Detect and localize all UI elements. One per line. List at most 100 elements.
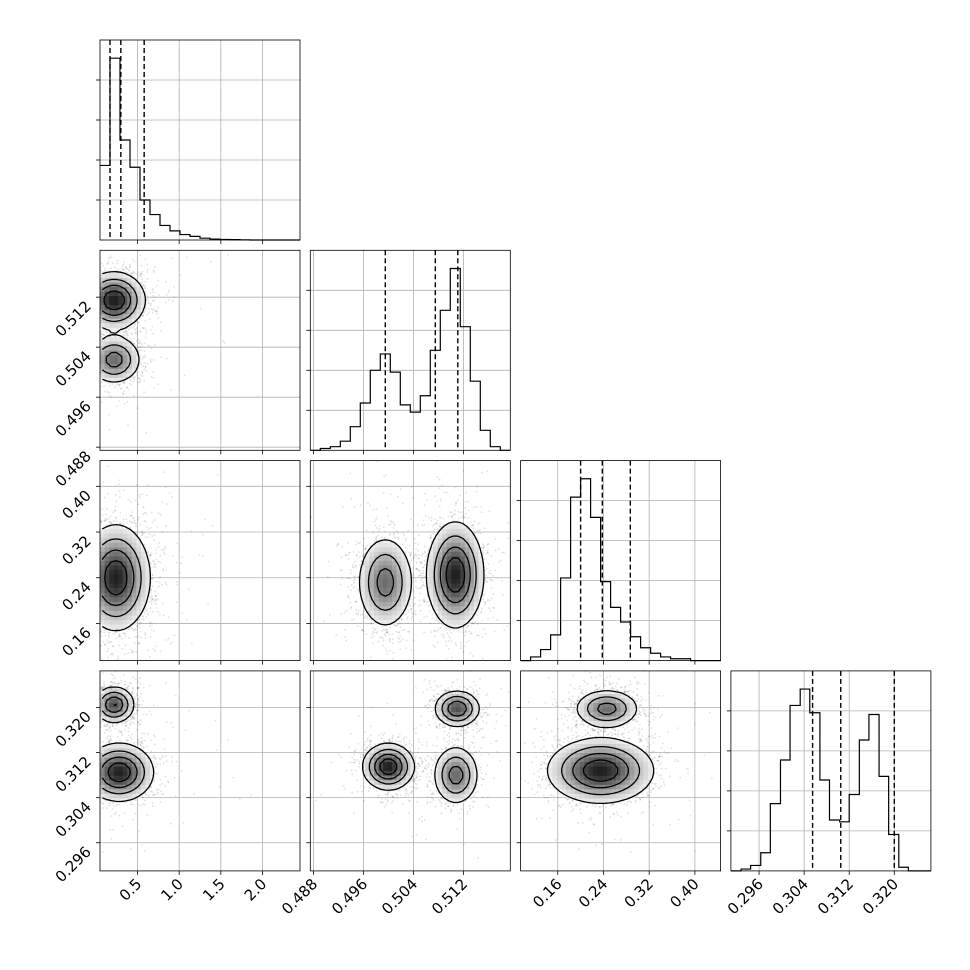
scatter-point bbox=[87, 576, 89, 578]
hist-frame-0 bbox=[99, 39, 301, 241]
density-cell bbox=[127, 309, 133, 315]
scatter-point bbox=[88, 288, 90, 290]
scatter-point bbox=[97, 341, 99, 343]
density-cell bbox=[104, 273, 110, 278]
scatter-point bbox=[92, 548, 94, 550]
scatter-point bbox=[89, 575, 91, 577]
scatter-point bbox=[86, 296, 88, 298]
scatter-point bbox=[96, 526, 98, 528]
density-cell bbox=[118, 354, 124, 360]
density-cell bbox=[131, 291, 137, 297]
scatter-point bbox=[98, 609, 100, 611]
scatter-point bbox=[96, 627, 98, 629]
scatter-point bbox=[190, 530, 193, 533]
scatter-point bbox=[106, 262, 109, 265]
scatter-point bbox=[97, 300, 99, 302]
scatter-point bbox=[155, 599, 158, 602]
density-cell bbox=[122, 295, 128, 301]
scatter-point bbox=[98, 351, 100, 353]
scatter-point bbox=[96, 582, 98, 584]
scatter-point bbox=[84, 325, 86, 327]
scatter-point bbox=[98, 537, 100, 539]
scatter-point bbox=[82, 289, 84, 291]
scatter-point bbox=[138, 619, 140, 621]
scatter-point bbox=[91, 560, 93, 562]
scatter-point bbox=[90, 571, 92, 573]
scatter-point bbox=[121, 334, 124, 337]
scatter-point bbox=[86, 291, 88, 293]
scatter-point bbox=[65, 582, 67, 584]
scatter-point bbox=[97, 360, 99, 362]
scatter-point bbox=[86, 564, 88, 566]
scatter-point bbox=[140, 364, 143, 366]
scatter-point bbox=[89, 654, 91, 656]
scatter-point bbox=[91, 583, 93, 585]
scatter-point bbox=[132, 338, 135, 341]
scatter-point bbox=[97, 262, 99, 264]
density-cell bbox=[100, 345, 105, 351]
scatter-point bbox=[88, 564, 90, 566]
density-cell bbox=[104, 341, 110, 347]
density-cell bbox=[131, 295, 137, 301]
scatter-point bbox=[130, 272, 132, 275]
scatter-point bbox=[157, 690, 159, 692]
scatter-point bbox=[81, 273, 83, 275]
scatter-point bbox=[98, 607, 100, 609]
scatter-point bbox=[83, 564, 85, 566]
scatter-point bbox=[135, 344, 138, 347]
scatter-point bbox=[106, 262, 109, 265]
pair-y-tick-label: 0.504 bbox=[52, 347, 95, 390]
scatter-point bbox=[98, 599, 100, 601]
scatter-point bbox=[93, 294, 95, 296]
scatter-point bbox=[142, 506, 144, 509]
scatter-point bbox=[97, 304, 99, 306]
scatter-point bbox=[96, 350, 98, 352]
scatter-point bbox=[147, 551, 149, 553]
scatter-point bbox=[97, 265, 99, 267]
scatter-point bbox=[87, 561, 89, 563]
scatter-point bbox=[125, 518, 128, 520]
scatter-point bbox=[96, 368, 98, 370]
density-cell bbox=[122, 277, 128, 283]
scatter-point bbox=[121, 329, 123, 332]
scatter-point bbox=[181, 612, 184, 614]
scatter-point bbox=[131, 376, 134, 378]
scatter-point bbox=[142, 314, 145, 317]
scatter-point bbox=[126, 242, 128, 244]
scatter-point bbox=[101, 333, 104, 336]
scatter-point bbox=[148, 302, 150, 304]
scatter-point bbox=[138, 274, 141, 277]
scatter-point bbox=[122, 263, 125, 266]
scatter-point bbox=[96, 357, 98, 359]
scatter-point bbox=[100, 335, 102, 338]
density-cell bbox=[104, 295, 110, 301]
scatter-point bbox=[98, 356, 100, 358]
density-cell bbox=[122, 359, 128, 365]
scatter-point bbox=[132, 258, 134, 261]
scatter-point bbox=[75, 708, 77, 710]
scatter-point bbox=[148, 318, 151, 321]
scatter-point bbox=[145, 329, 148, 332]
scatter-point bbox=[89, 573, 91, 575]
scatter-point bbox=[96, 360, 98, 362]
scatter-point bbox=[161, 583, 163, 586]
scatter-point bbox=[122, 518, 125, 521]
scatter-point bbox=[137, 377, 140, 379]
scatter-point bbox=[123, 261, 126, 264]
scatter-point bbox=[146, 278, 149, 280]
scatter-point bbox=[88, 295, 90, 297]
scatter-point bbox=[97, 617, 99, 619]
scatter-point bbox=[164, 547, 167, 550]
density-cell bbox=[113, 354, 119, 360]
scatter-point bbox=[92, 596, 94, 598]
scatter-point bbox=[152, 299, 154, 302]
density-cell bbox=[136, 282, 142, 287]
scatter-point bbox=[111, 262, 114, 264]
scatter-point bbox=[47, 636, 49, 638]
hist-frame-2 bbox=[520, 460, 721, 662]
density-cell bbox=[113, 345, 119, 351]
scatter-point bbox=[62, 588, 64, 590]
scatter-point bbox=[94, 282, 96, 284]
density-cell bbox=[100, 363, 105, 369]
scatter-point bbox=[92, 294, 94, 296]
